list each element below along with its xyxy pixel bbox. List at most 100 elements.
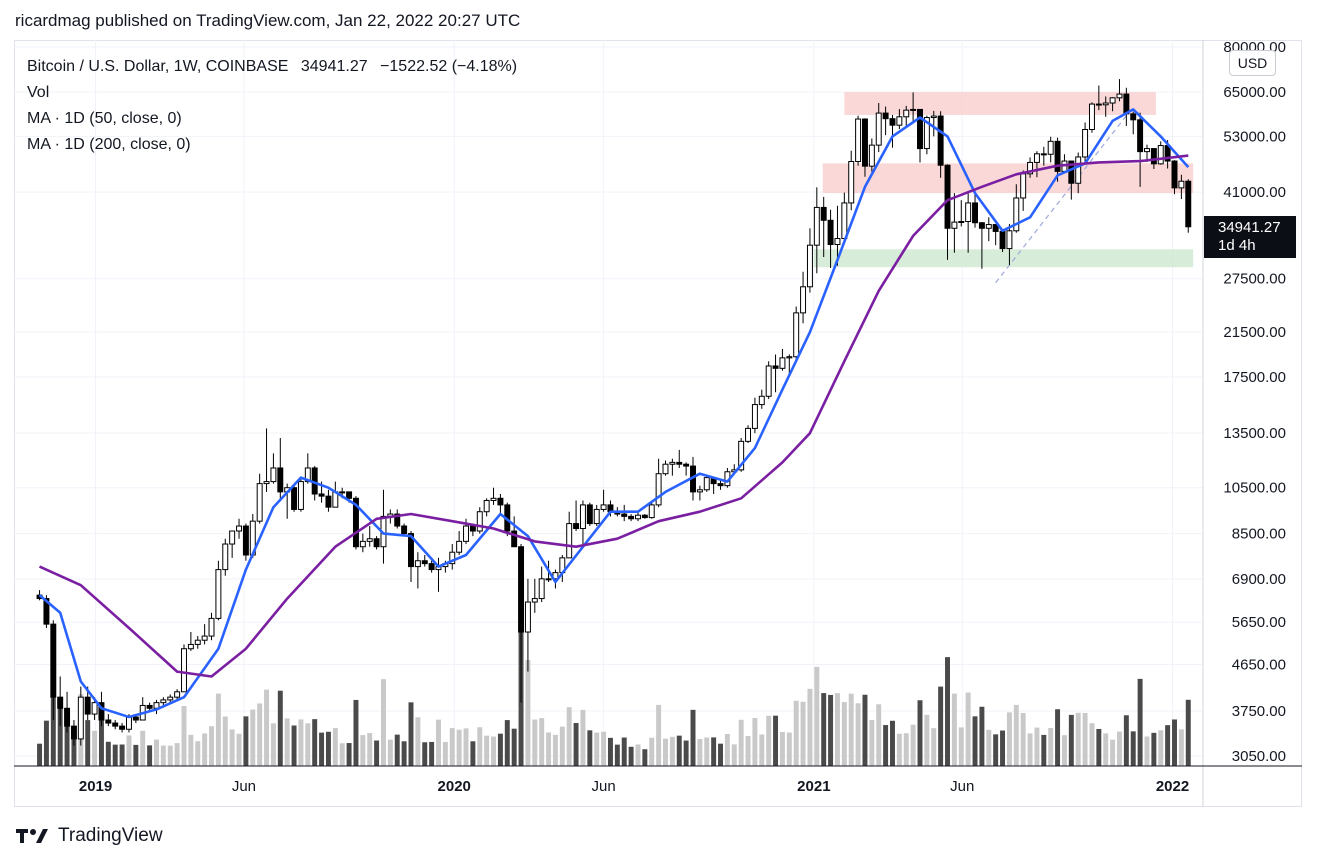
candle-body[interactable] [868, 144, 875, 167]
candle-body[interactable] [187, 643, 194, 650]
candle-body[interactable] [965, 202, 972, 223]
candle-body[interactable] [779, 357, 786, 369]
candle-body[interactable] [229, 530, 236, 545]
candle-body[interactable] [325, 495, 332, 508]
candle-body[interactable] [1171, 160, 1178, 189]
candle-body[interactable] [256, 483, 263, 522]
candle-body[interactable] [77, 696, 84, 740]
candle-body[interactable] [882, 112, 889, 120]
candle-body[interactable] [236, 525, 243, 532]
resistance-zone[interactable] [844, 92, 1156, 115]
candle-body[interactable] [408, 533, 414, 568]
candle-body[interactable] [696, 489, 703, 493]
candle-body[interactable] [751, 404, 758, 429]
candle-body[interactable] [1088, 103, 1095, 131]
candle-body[interactable] [1054, 140, 1061, 172]
candle-body[interactable] [208, 617, 215, 637]
candle-body[interactable] [972, 202, 979, 224]
candle-body[interactable] [463, 525, 469, 542]
candle-body[interactable] [70, 725, 77, 740]
candle-body[interactable] [593, 508, 600, 525]
candle-body[interactable] [132, 716, 139, 721]
candle-body[interactable] [359, 540, 366, 548]
candle-body[interactable] [531, 598, 538, 603]
candle-body[interactable] [167, 696, 174, 701]
candle-body[interactable] [1144, 148, 1150, 153]
candle-body[interactable] [483, 499, 490, 513]
candle-body[interactable] [291, 487, 298, 510]
candle-body[interactable] [449, 551, 456, 565]
candle-body[interactable] [456, 540, 463, 553]
candle-body[interactable] [201, 635, 208, 641]
candle-body[interactable] [1068, 160, 1075, 184]
candle-body[interactable] [683, 463, 690, 467]
candle-body[interactable] [421, 560, 428, 565]
candle-body[interactable] [105, 719, 112, 724]
candle-body[interactable] [820, 206, 827, 221]
candle-body[interactable] [1137, 119, 1144, 153]
candle-body[interactable] [1095, 103, 1102, 106]
candle-body[interactable] [834, 238, 841, 246]
candle-body[interactable] [669, 461, 676, 465]
candle-body[interactable] [841, 202, 848, 240]
candle-body[interactable] [1082, 129, 1089, 158]
footer-brand[interactable]: TradingView [16, 824, 163, 847]
candle-body[interactable] [263, 481, 270, 485]
candle-body[interactable] [978, 222, 985, 229]
candle-body[interactable] [951, 221, 958, 229]
candle-body[interactable] [1027, 161, 1034, 175]
candle-body[interactable] [43, 598, 50, 625]
candle-body[interactable] [855, 118, 862, 163]
candle-body[interactable] [793, 312, 800, 358]
candle-body[interactable] [566, 523, 573, 559]
candle-body[interactable] [524, 601, 531, 633]
candle-body[interactable] [57, 696, 64, 709]
candle-body[interactable] [1157, 145, 1164, 165]
candle-body[interactable] [985, 224, 992, 229]
candle-body[interactable] [992, 224, 999, 232]
candle-body[interactable] [600, 504, 607, 510]
candle-body[interactable] [1130, 113, 1137, 121]
candle-body[interactable] [717, 483, 724, 487]
candle-body[interactable] [579, 504, 586, 530]
candle-body[interactable] [772, 365, 779, 369]
candle-body[interactable] [146, 704, 153, 709]
candle-body[interactable] [628, 515, 635, 520]
candle-body[interactable] [930, 115, 937, 119]
candle-body[interactable] [875, 112, 882, 146]
candle-body[interactable] [1116, 93, 1123, 99]
candle-body[interactable] [1075, 156, 1082, 184]
symbol-row[interactable]: Bitcoin / U.S. Dollar, 1W, COINBASE 3494… [27, 54, 517, 80]
candle-body[interactable] [944, 164, 951, 229]
candle-body[interactable] [476, 511, 483, 532]
candle-body[interactable] [1013, 197, 1020, 232]
candle-body[interactable] [999, 230, 1006, 250]
candle-body[interactable] [545, 578, 552, 581]
candle-body[interactable] [765, 365, 772, 397]
candle-body[interactable] [896, 116, 903, 126]
candle-body[interactable] [745, 427, 752, 442]
candle-body[interactable] [1109, 97, 1116, 104]
candle-body[interactable] [112, 722, 119, 727]
candle-body[interactable] [1150, 148, 1157, 165]
candle-body[interactable] [861, 118, 868, 167]
candle-body[interactable] [270, 467, 277, 483]
candle-body[interactable] [194, 639, 201, 645]
candle-body[interactable] [64, 707, 71, 727]
candle-body[interactable] [917, 108, 923, 150]
candle-body[interactable] [518, 546, 525, 633]
candle-body[interactable] [297, 481, 304, 510]
support-zone[interactable] [813, 249, 1194, 268]
candle-body[interactable] [813, 206, 820, 246]
candle-body[interactable] [662, 463, 669, 475]
candle-body[interactable] [806, 244, 813, 288]
ma50-line[interactable] [38, 108, 1190, 719]
candle-body[interactable] [573, 523, 580, 530]
ma50-legend[interactable]: MA · 1D (50, close, 0) [27, 110, 182, 127]
candle-body[interactable] [848, 161, 855, 204]
candle-body[interactable] [346, 491, 353, 499]
candle-body[interactable] [703, 477, 710, 491]
candle-body[interactable] [1006, 230, 1013, 250]
candle-body[interactable] [174, 691, 181, 698]
candle-body[interactable] [304, 467, 311, 483]
